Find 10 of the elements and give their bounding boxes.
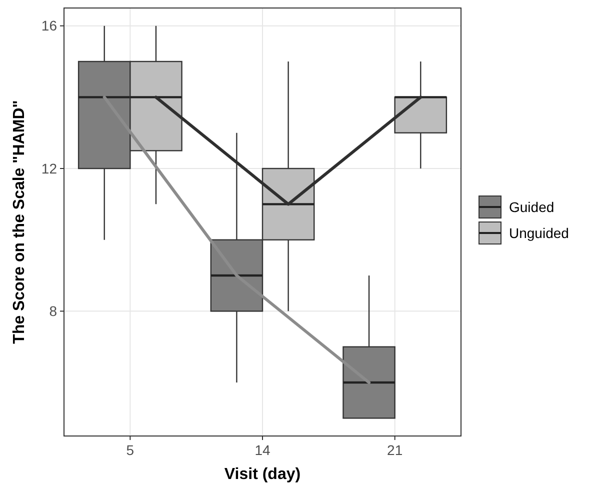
y-tick-label: 12 — [41, 160, 58, 176]
legend-label: Guided — [509, 198, 554, 215]
x-tick-label: 21 — [387, 442, 403, 458]
x-tick-label: 5 — [126, 442, 134, 458]
x-tick-label: 14 — [254, 442, 270, 458]
x-axis-title: Visit (day) — [224, 466, 301, 483]
y-tick-label: 8 — [49, 303, 58, 320]
y-axis-title: The Score on the Scale "HAMD" — [11, 100, 28, 344]
y-tick-label: 16 — [41, 18, 58, 34]
legend-label: Unguided — [509, 224, 569, 241]
